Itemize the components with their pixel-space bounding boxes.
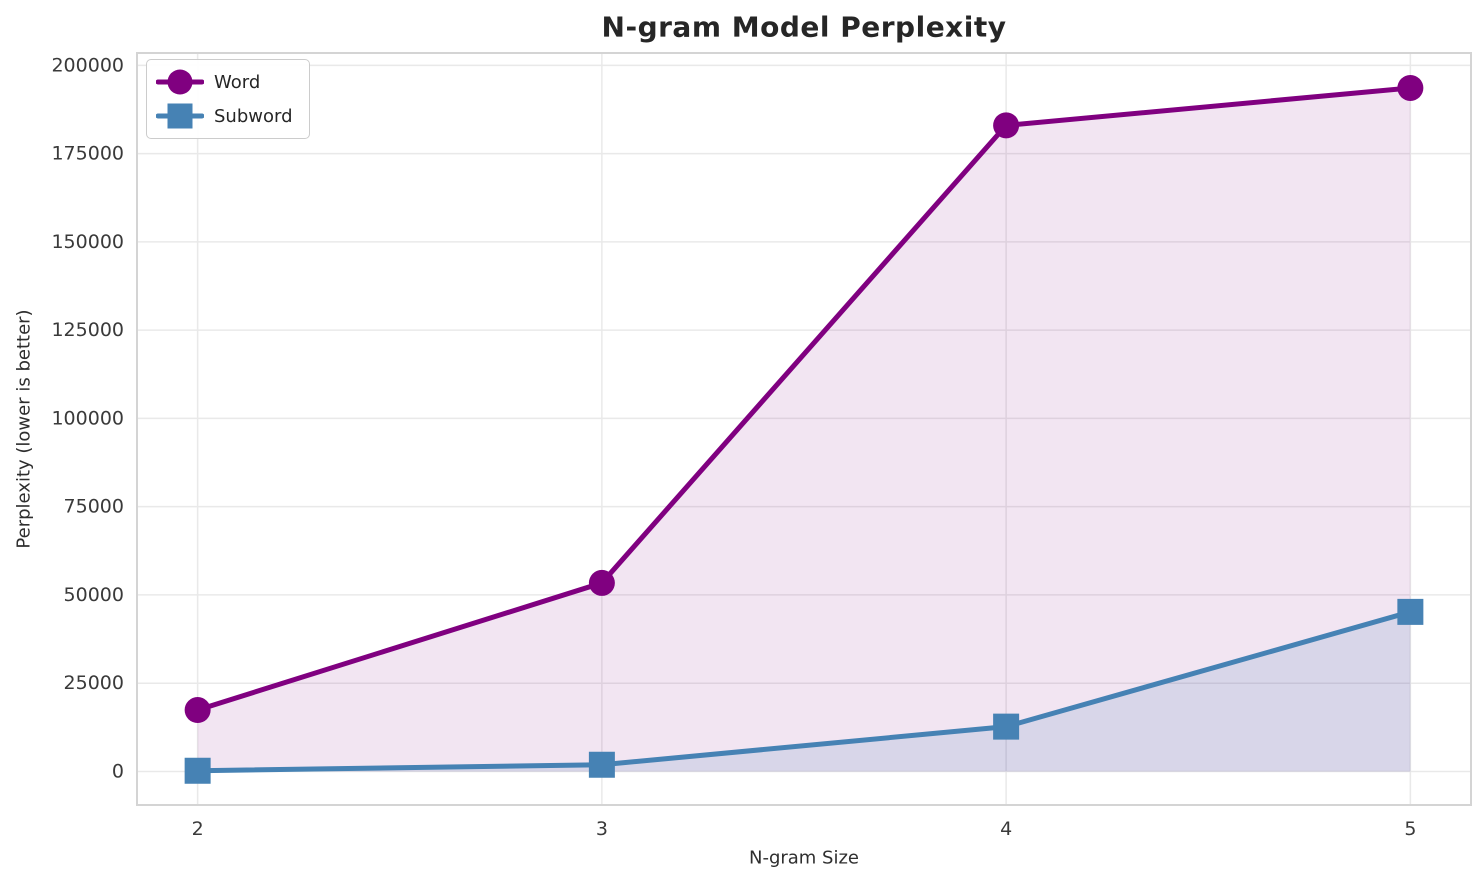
y-axis-label: Perplexity (lower is better) xyxy=(13,309,35,549)
series-fill-subword xyxy=(197,611,1411,772)
legend-label: Word xyxy=(214,71,261,93)
data-point-word xyxy=(993,112,1020,139)
data-point-subword xyxy=(588,751,615,778)
chart-title: N-gram Model Perplexity xyxy=(601,10,1007,44)
x-tick-label: 5 xyxy=(1404,818,1416,840)
x-tick-label: 4 xyxy=(1000,818,1012,840)
y-tick-label: 200000 xyxy=(51,54,124,76)
y-tick-label: 75000 xyxy=(64,496,124,518)
series-line-word xyxy=(195,85,1413,713)
x-tick-label: 3 xyxy=(596,818,608,840)
legend: Word Subword xyxy=(146,59,310,139)
y-tick-label: 175000 xyxy=(51,143,124,165)
legend-marker-square-icon xyxy=(156,103,204,129)
legend-item-subword: Subword xyxy=(156,99,293,133)
data-point-word xyxy=(588,569,615,596)
data-point-word xyxy=(184,697,211,724)
plot-border xyxy=(136,52,1472,806)
y-tick-label: 50000 xyxy=(64,584,124,606)
data-point-subword xyxy=(993,713,1020,740)
data-point-subword xyxy=(184,757,211,784)
y-tick-label: 100000 xyxy=(51,407,124,429)
x-tick-label: 2 xyxy=(192,818,204,840)
y-tick-label: 0 xyxy=(112,760,124,782)
legend-label: Subword xyxy=(214,105,293,127)
x-axis-label: N-gram Size xyxy=(748,847,860,869)
legend-item-word: Word xyxy=(156,65,293,99)
y-tick-label: 150000 xyxy=(51,231,124,253)
data-point-subword xyxy=(1397,598,1424,625)
series-fill-word xyxy=(197,87,1411,772)
y-tick-label: 125000 xyxy=(51,319,124,341)
y-tick-label: 25000 xyxy=(64,672,124,694)
data-point-word xyxy=(1397,74,1424,101)
legend-marker-circle-icon xyxy=(156,69,204,95)
series-line-subword xyxy=(195,609,1413,774)
